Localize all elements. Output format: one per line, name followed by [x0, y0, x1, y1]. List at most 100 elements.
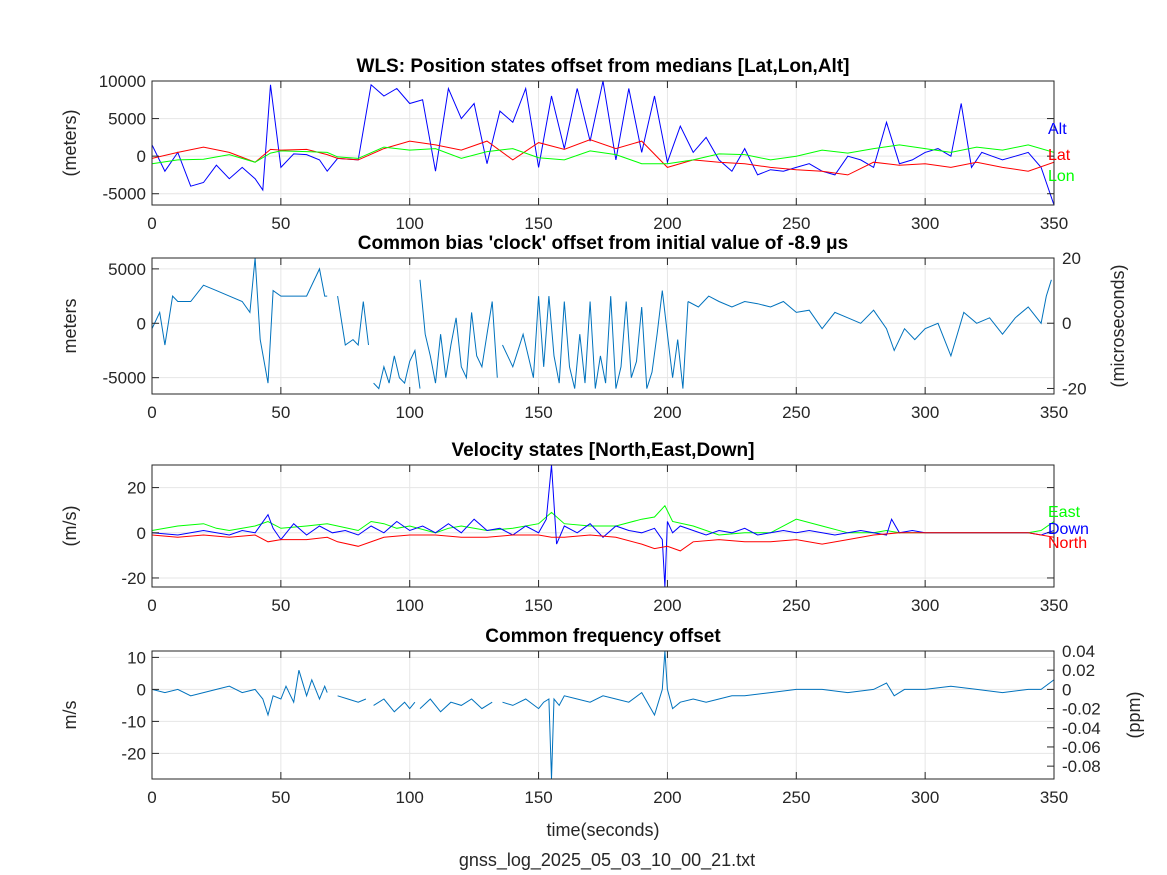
y-tick-label: -20 — [121, 744, 146, 763]
series-line-north-1 — [152, 532, 1054, 552]
axes-box — [151, 80, 1055, 206]
x-tick-label: 150 — [524, 214, 552, 233]
x-tick-label: 100 — [396, 214, 424, 233]
series-line-alt-1 — [152, 81, 1054, 205]
series-line-trace-1 — [152, 670, 328, 717]
legend-label-lat: Lat — [1048, 147, 1071, 164]
y-tick-label: 20 — [127, 479, 146, 498]
x-tick-label: 300 — [911, 214, 939, 233]
series-line-lat-1 — [152, 139, 1054, 176]
axes-box — [151, 257, 1055, 395]
chart-title: Common bias 'clock' offset from initial … — [358, 233, 848, 254]
series-line-trace-2 — [337, 296, 369, 347]
axes-box — [151, 650, 1055, 780]
x-tick-label: 100 — [396, 596, 424, 615]
y2-tick-label: -0.06 — [1062, 738, 1101, 757]
x-tick-label: 350 — [1040, 788, 1068, 807]
chart-panel-2: 0 50 100 150 200 250 300 350-500005000-20020(mi… — [60, 233, 1128, 422]
y-tick-label: 10 — [127, 648, 146, 667]
series-line-lon-1 — [152, 144, 1054, 165]
plot-area — [152, 81, 1054, 205]
y2-tick-label: 0.04 — [1062, 642, 1095, 661]
y-tick-label: -5000 — [103, 185, 146, 204]
legend-label-down: Down — [1048, 521, 1089, 538]
x-tick-label: 0 — [147, 214, 156, 233]
x-tick-label: 250 — [782, 214, 810, 233]
y-tick-label: -5000 — [103, 369, 146, 388]
y-axis-label: meters — [60, 298, 80, 353]
x-tick-label: 150 — [524, 596, 552, 615]
x-tick-label: 350 — [1040, 596, 1068, 615]
x-tick-label: 250 — [782, 788, 810, 807]
x-tick-label: 300 — [911, 403, 939, 422]
legend-label-north: North — [1048, 535, 1087, 552]
x-tick-label: 350 — [1040, 403, 1068, 422]
plot-area — [152, 651, 1054, 779]
y2-tick-label: 0.02 — [1062, 661, 1095, 680]
legend-label-lon: Lon — [1048, 168, 1075, 185]
y-tick-label: 5000 — [108, 260, 146, 279]
series-line-down-1 — [152, 465, 1054, 587]
y2-axis-label: (ppm) — [1124, 691, 1144, 738]
y2-tick-label: -20 — [1062, 379, 1087, 398]
y-tick-label: 0 — [137, 680, 146, 699]
x-tick-label: 50 — [271, 214, 290, 233]
y2-tick-label: -0.08 — [1062, 757, 1101, 776]
y-tick-label: 0 — [137, 147, 146, 166]
series-line-trace-4 — [419, 698, 493, 713]
legend-label-alt: Alt — [1048, 121, 1067, 138]
x-tick-label: 100 — [396, 403, 424, 422]
chart-title: WLS: Position states offset from medians… — [357, 56, 850, 77]
series-line-trace-1 — [152, 258, 328, 384]
x-tick-label: 200 — [653, 214, 681, 233]
y2-tick-label: -0.04 — [1062, 719, 1101, 738]
y2-tick-label: -0.02 — [1062, 700, 1101, 719]
y2-axis-label: (microseconds) — [1108, 264, 1128, 387]
x-tick-label: 150 — [524, 403, 552, 422]
series-line-trace-2 — [337, 695, 367, 703]
x-tick-label: 0 — [147, 403, 156, 422]
chart-title: Velocity states [North,East,Down] — [451, 440, 754, 461]
axes-box — [151, 464, 1055, 588]
series-line-east-1 — [152, 504, 1054, 536]
series-line-trace-6 — [687, 279, 1052, 358]
y-tick-label: -10 — [121, 712, 146, 731]
y2-tick-label: 0 — [1062, 680, 1071, 699]
x-tick-label: 50 — [271, 596, 290, 615]
x-tick-label: 300 — [911, 788, 939, 807]
x-tick-label: 200 — [653, 788, 681, 807]
chart-panel-1: 0 50 100 150 200 250 300 350-50000500010000WLS:… — [60, 56, 1075, 233]
x-tick-label: 50 — [271, 788, 290, 807]
y-tick-label: 5000 — [108, 110, 146, 129]
y-tick-label: 0 — [137, 524, 146, 543]
x-tick-label: 50 — [271, 403, 290, 422]
y-axis-label: (meters) — [60, 110, 80, 177]
series-line-trace-4 — [419, 279, 498, 384]
x-tick-label: 200 — [653, 596, 681, 615]
y2-tick-label: 0 — [1062, 314, 1071, 333]
y-tick-label: -20 — [121, 569, 146, 588]
series-line-trace-3 — [373, 698, 416, 713]
x-tick-label: 350 — [1040, 214, 1068, 233]
chart-title: Common frequency offset — [485, 626, 721, 647]
x-tick-label: 200 — [653, 403, 681, 422]
y-axis-label: (m/s) — [60, 506, 80, 547]
y-axis-label: m/s — [60, 701, 80, 730]
y2-tick-label: 20 — [1062, 249, 1081, 268]
x-tick-label: 250 — [782, 403, 810, 422]
x-tick-label: 250 — [782, 596, 810, 615]
x-tick-label: 0 — [147, 596, 156, 615]
series-line-trace-3 — [373, 348, 421, 390]
x-tick-label: 300 — [911, 596, 939, 615]
x-tick-label: 100 — [396, 788, 424, 807]
y-tick-label: 0 — [137, 314, 146, 333]
legend-label-east: East — [1048, 504, 1081, 521]
series-line-trace-5 — [502, 290, 689, 389]
y-tick-label: 10000 — [99, 72, 146, 91]
x-tick-label: 150 — [524, 788, 552, 807]
chart-panel-4: 0 50 100 150 200 250 300 350 -20 -10 0 10 -0.08-0.06… — [60, 626, 1144, 840]
source-filename: gnss_log_2025_05_03_10_00_21.txt — [459, 850, 755, 871]
plot-area — [152, 258, 1054, 394]
